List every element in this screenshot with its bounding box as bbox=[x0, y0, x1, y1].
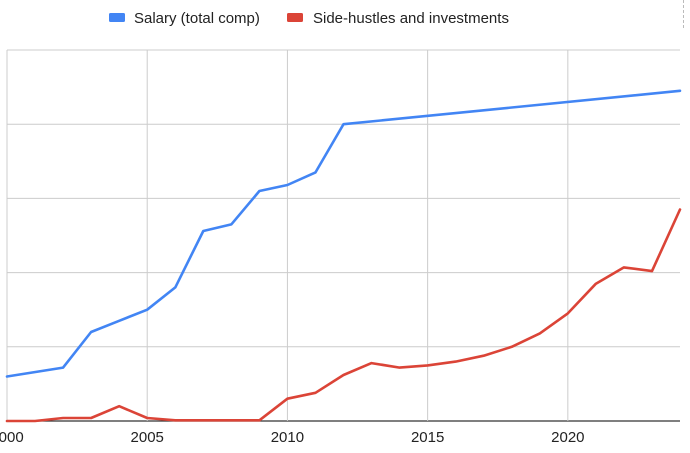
x-tick-label: 2000 bbox=[0, 429, 24, 446]
legend-label-salary: Salary (total comp) bbox=[134, 10, 260, 27]
x-axis: 2000 2005 2010 2015 2020 bbox=[0, 429, 585, 446]
x-tick-label: 2015 bbox=[411, 429, 444, 446]
series-line-side-hustles bbox=[5, 208, 682, 423]
legend-swatch-side-hustles bbox=[287, 13, 303, 22]
x-tick-label: 2020 bbox=[551, 429, 584, 446]
series-line-salary bbox=[5, 89, 682, 378]
chart-legend: Salary (total comp) Side-hustles and inve… bbox=[109, 10, 509, 27]
x-tick-label: 2005 bbox=[131, 429, 164, 446]
panel-edge-divider bbox=[683, 0, 685, 28]
legend-swatch-salary bbox=[109, 13, 125, 22]
x-tick-label: 2010 bbox=[271, 429, 304, 446]
chart-series bbox=[5, 89, 682, 423]
chart-gridlines bbox=[6, 49, 680, 422]
legend-label-side-hustles: Side-hustles and investments bbox=[313, 10, 509, 27]
